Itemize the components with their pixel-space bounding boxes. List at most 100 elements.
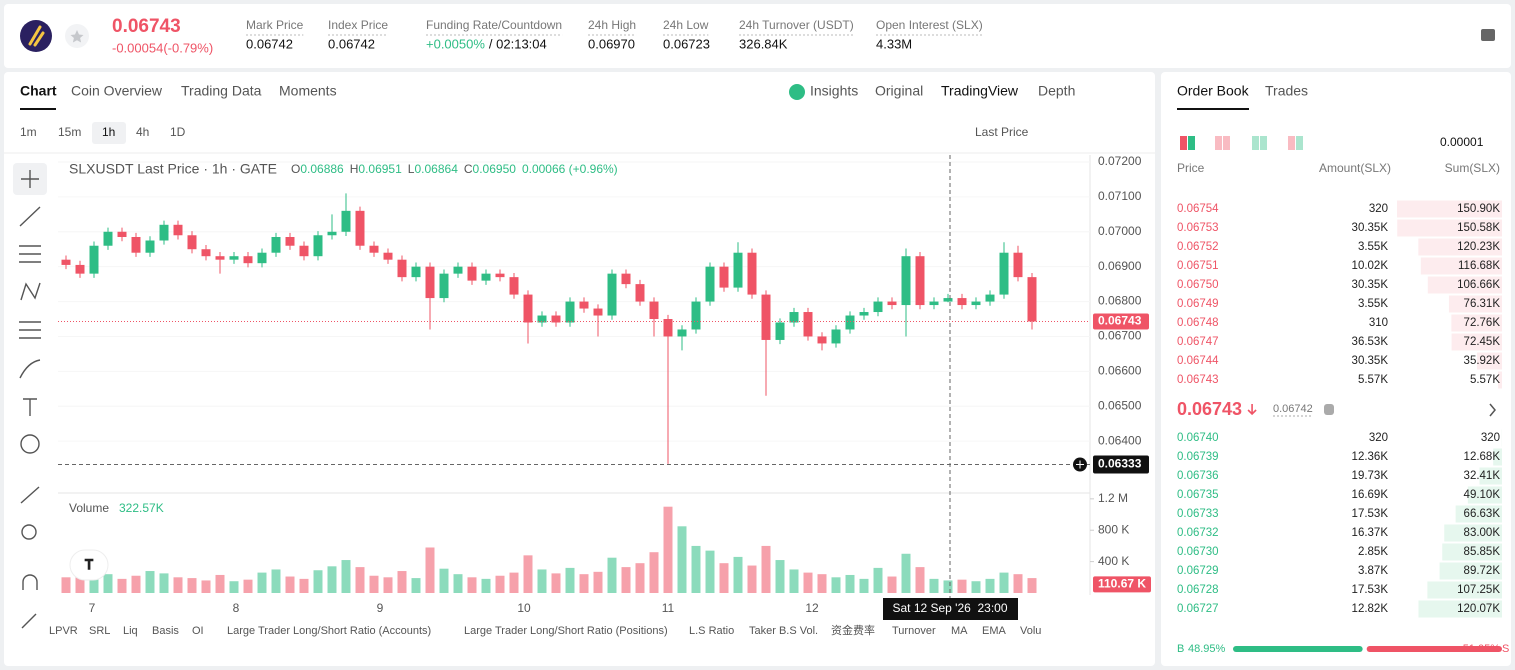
depth-bar	[1477, 352, 1502, 370]
candle-body	[313, 235, 323, 257]
depth-bar	[1427, 276, 1502, 294]
indicator-tab[interactable]: 资金费率	[831, 623, 875, 637]
tool-pencil[interactable]	[21, 613, 37, 629]
book-price: 0.06749	[1177, 298, 1219, 310]
depth-bar	[1427, 581, 1502, 599]
crosshair-plus-icon	[1076, 460, 1084, 469]
volume-bar	[1027, 578, 1037, 593]
interval[interactable]: 1m	[20, 125, 37, 139]
y-tick-label: 0.07000	[1098, 224, 1142, 238]
book-price: 0.06753	[1177, 222, 1219, 234]
volume-bar	[845, 574, 855, 593]
volume-bar	[131, 575, 141, 593]
volume-bar	[327, 566, 337, 593]
candle-body	[299, 245, 309, 257]
depth-bar	[1493, 448, 1502, 466]
volume-bar	[929, 578, 939, 593]
tool-channel[interactable]	[19, 245, 41, 263]
book-precision[interactable]: 0.00001	[1440, 135, 1484, 149]
volume-bar	[271, 569, 281, 593]
indicator-tab[interactable]: Liq	[123, 625, 138, 637]
indicator-tab[interactable]: Large Trader Long/Short Ratio (Positions…	[464, 625, 668, 637]
indicator-tab[interactable]: Large Trader Long/Short Ratio (Accounts)	[227, 625, 431, 637]
indicator-tab[interactable]: SRL	[89, 625, 110, 637]
candle-body	[971, 301, 981, 306]
crosshair-price-label: 0.06333	[1098, 457, 1142, 471]
candle-body	[565, 301, 575, 323]
tool-text[interactable]	[23, 398, 37, 416]
tool-crosshair[interactable]	[21, 170, 39, 188]
book-amount: 30.35K	[1352, 355, 1389, 367]
candle-body	[691, 301, 701, 330]
book-tab[interactable]: Order Book	[1177, 83, 1250, 99]
candle-body	[327, 231, 337, 236]
indicator-tab[interactable]: MA	[951, 625, 968, 637]
volume-bar	[299, 578, 309, 593]
price-source[interactable]: Last Price	[975, 125, 1029, 139]
tool-brush[interactable]	[19, 359, 41, 379]
volume-bar	[691, 545, 701, 593]
book-amount: 3.55K	[1358, 298, 1388, 310]
book-tab[interactable]: Trades	[1265, 83, 1308, 99]
volume-bar	[565, 567, 575, 593]
indicator-tab[interactable]: Turnover	[892, 625, 936, 637]
book-amount: 12.82K	[1352, 603, 1389, 615]
volume-bar	[999, 572, 1009, 593]
chart-tab[interactable]: Chart	[20, 83, 57, 99]
book-sum: 76.31K	[1464, 298, 1501, 310]
interval[interactable]: 1h	[102, 125, 115, 139]
candle-body	[845, 315, 855, 330]
indicator-tab[interactable]: OI	[192, 625, 204, 637]
candle-body	[173, 224, 183, 236]
book-sum: 107.25K	[1457, 584, 1500, 596]
tool-ruler[interactable]	[20, 486, 40, 504]
tool-fib[interactable]	[19, 321, 41, 339]
view-tab[interactable]: TradingView	[941, 83, 1019, 99]
chart-symbol: SLXUSDT Last Price · 1h · GATE	[69, 161, 277, 177]
chart-tab[interactable]: Coin Overview	[71, 83, 163, 99]
book-price: 0.06728	[1177, 584, 1219, 596]
interval[interactable]: 15m	[58, 125, 81, 139]
chart-tab[interactable]: Trading Data	[181, 83, 262, 99]
tool-zoom[interactable]	[21, 524, 37, 540]
volume-bar	[439, 568, 449, 593]
ohlc-value: 0.06864	[414, 162, 458, 176]
view-tab[interactable]: Original	[875, 83, 923, 99]
book-view-icon	[1180, 136, 1187, 150]
candle-body	[859, 312, 869, 316]
tool-line[interactable]	[19, 206, 41, 227]
volume-bar	[187, 578, 197, 593]
y-tick-label: 0.07200	[1098, 154, 1142, 168]
indicator-tab[interactable]: Basis	[152, 625, 179, 637]
view-tab[interactable]: Depth	[1038, 83, 1075, 99]
ohlc-key: C	[464, 162, 473, 176]
ohlc-key: O	[291, 162, 300, 176]
book-amount: 310	[1369, 317, 1388, 329]
candle-body	[551, 315, 561, 323]
candle-body	[229, 256, 239, 260]
indicator-tab[interactable]: EMA	[982, 625, 1007, 637]
interval[interactable]: 4h	[136, 125, 149, 139]
volume-bar	[831, 577, 841, 593]
tool-emoji[interactable]	[20, 434, 40, 454]
y-tick-label: 0.06700	[1098, 329, 1142, 343]
tool-pattern[interactable]	[20, 282, 41, 301]
indicator-tab[interactable]: L.S Ratio	[689, 625, 734, 637]
candle-body	[75, 264, 85, 274]
depth-bar	[1418, 600, 1502, 618]
indicator-tab[interactable]: LPVR	[49, 625, 78, 637]
y-tick-label: 0.06600	[1098, 364, 1142, 378]
interval[interactable]: 1D	[170, 125, 186, 139]
volume-bar	[159, 573, 169, 593]
volume-tick-label: 800 K	[1098, 522, 1129, 536]
candle-body	[887, 301, 897, 306]
indicator-tab[interactable]: Volu	[1020, 625, 1041, 637]
chart-tab[interactable]: Moments	[279, 83, 337, 99]
book-price: 0.06729	[1177, 565, 1219, 577]
candle-body	[621, 273, 631, 285]
indicator-tab[interactable]: Taker B.S Vol.	[749, 625, 818, 637]
view-tab[interactable]: Insights	[810, 83, 858, 99]
panel-icon[interactable]	[1481, 29, 1495, 41]
volume-bar	[411, 578, 421, 593]
tool-magnet[interactable]	[22, 574, 38, 590]
